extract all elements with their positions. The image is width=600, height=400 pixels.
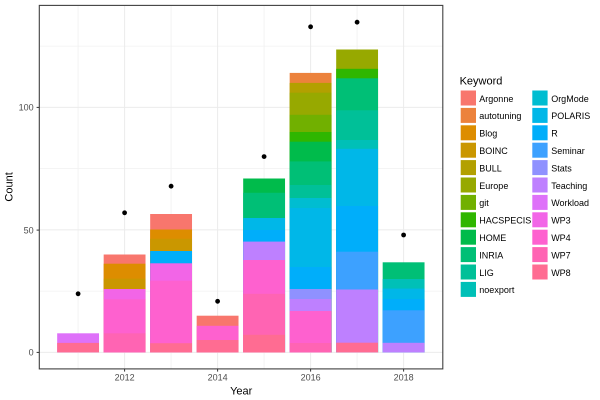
svg-text:0: 0 bbox=[29, 348, 34, 358]
svg-text:2012: 2012 bbox=[115, 373, 135, 383]
svg-text:autotuning: autotuning bbox=[479, 111, 521, 121]
svg-text:100: 100 bbox=[19, 103, 34, 113]
svg-text:BOINC: BOINC bbox=[479, 146, 508, 156]
svg-text:POLARIS: POLARIS bbox=[551, 111, 590, 121]
svg-text:WP4: WP4 bbox=[551, 233, 571, 243]
svg-text:WP3: WP3 bbox=[551, 216, 571, 226]
svg-text:OrgMode: OrgMode bbox=[551, 94, 589, 104]
svg-text:Seminar: Seminar bbox=[551, 146, 585, 156]
svg-text:BULL: BULL bbox=[479, 163, 502, 173]
svg-text:2014: 2014 bbox=[208, 373, 228, 383]
svg-text:Count: Count bbox=[4, 172, 16, 201]
svg-text:Year: Year bbox=[230, 386, 253, 398]
svg-text:Keyword: Keyword bbox=[460, 76, 503, 88]
svg-text:Argonne: Argonne bbox=[479, 94, 513, 104]
svg-text:git: git bbox=[479, 198, 489, 208]
svg-text:HACSPECIS: HACSPECIS bbox=[479, 216, 531, 226]
svg-text:2018: 2018 bbox=[394, 373, 414, 383]
svg-text:R: R bbox=[551, 129, 558, 139]
svg-text:HOME: HOME bbox=[479, 233, 506, 243]
svg-text:2016: 2016 bbox=[301, 373, 321, 383]
svg-text:INRIA: INRIA bbox=[479, 250, 503, 260]
svg-text:Teaching: Teaching bbox=[551, 181, 587, 191]
svg-text:noexport: noexport bbox=[479, 285, 515, 295]
svg-text:50: 50 bbox=[24, 225, 34, 235]
svg-text:Blog: Blog bbox=[479, 129, 497, 139]
svg-text:Stats: Stats bbox=[551, 163, 572, 173]
svg-text:WP8: WP8 bbox=[551, 268, 571, 278]
svg-text:WP7: WP7 bbox=[551, 250, 571, 260]
svg-text:LIG: LIG bbox=[479, 268, 494, 278]
svg-text:Workload: Workload bbox=[551, 198, 589, 208]
svg-text:Europe: Europe bbox=[479, 181, 508, 191]
